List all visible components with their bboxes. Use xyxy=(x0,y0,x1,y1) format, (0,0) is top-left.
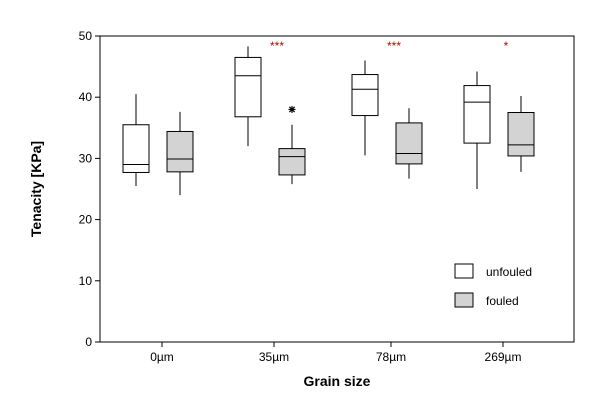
x-tick-label: 0µm xyxy=(150,350,174,364)
box-fouled xyxy=(395,108,423,179)
box-fouled xyxy=(507,95,535,172)
significance-label: * xyxy=(504,39,509,53)
significance-label: *** xyxy=(270,39,284,53)
y-tick-label: 20 xyxy=(79,213,93,227)
outlier-marker xyxy=(288,105,296,113)
x-tick-label: 269µm xyxy=(485,350,522,364)
outlier-stroke xyxy=(288,106,296,113)
x-tick-label: 78µm xyxy=(376,350,406,364)
significance-label: *** xyxy=(387,39,401,53)
box-iqr xyxy=(351,74,379,117)
box-iqr xyxy=(463,85,491,144)
box-iqr xyxy=(122,124,150,173)
box-iqr xyxy=(166,130,194,173)
legend-label: fouled xyxy=(486,294,519,308)
box-unfouled xyxy=(122,94,150,186)
box-unfouled xyxy=(351,60,379,156)
x-axis-title: Grain size xyxy=(304,373,371,389)
y-tick-label: 30 xyxy=(79,151,93,165)
box-iqr xyxy=(234,56,262,118)
y-tick-label: 0 xyxy=(85,335,92,349)
significance-annotations: *** *** * xyxy=(270,39,509,53)
legend-swatch-fouled xyxy=(454,292,474,308)
x-axis: 0µm 35µm 78µm 269µm xyxy=(150,342,521,364)
box-iqr xyxy=(395,122,423,165)
box-iqr xyxy=(507,112,535,157)
y-tick-label: 10 xyxy=(79,274,93,288)
y-axis-title: Tenacity [KPa] xyxy=(28,141,44,237)
legend-swatch-unfouled xyxy=(454,263,474,279)
y-tick-label: 50 xyxy=(79,29,93,43)
legend: unfouled fouled xyxy=(454,263,532,308)
box-unfouled xyxy=(463,71,491,189)
plot-frame xyxy=(99,35,575,343)
box-iqr xyxy=(278,148,306,176)
y-axis: 0 10 20 30 40 50 xyxy=(79,29,100,349)
box-fouled xyxy=(166,111,194,196)
box-group xyxy=(122,46,535,196)
legend-label: unfouled xyxy=(486,265,532,279)
y-tick-label: 40 xyxy=(79,90,93,104)
x-tick-label: 35µm xyxy=(259,350,289,364)
box-unfouled xyxy=(234,46,262,147)
box-fouled xyxy=(278,105,306,185)
